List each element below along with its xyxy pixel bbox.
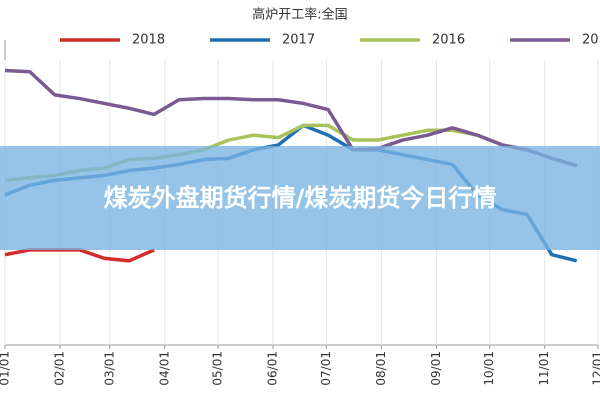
x-tick-label: 04/01 xyxy=(157,351,171,386)
banner: 煤炭外盘期货行情/煤炭期货今日行情 xyxy=(0,146,600,250)
x-tick-label: 06/01 xyxy=(266,351,280,386)
x-tick-label: 07/01 xyxy=(319,351,333,386)
x-tick-label: 05/01 xyxy=(211,351,225,386)
series-line xyxy=(5,250,154,261)
chart-title: 高炉开工率:全国 xyxy=(252,7,347,23)
legend-label: 2016 xyxy=(432,33,465,48)
x-tick-label: 09/01 xyxy=(429,351,443,386)
x-tick-label: 03/01 xyxy=(102,351,116,386)
x-tick-label: 11/01 xyxy=(537,351,551,386)
legend-label: 2017 xyxy=(282,33,315,48)
x-tick-label: 02/01 xyxy=(53,351,67,386)
legend-label: 20 xyxy=(582,33,599,48)
x-tick-label: 10/01 xyxy=(482,351,496,386)
banner-text: 煤炭外盘期货行情/煤炭期货今日行情 xyxy=(50,181,550,215)
x-tick-label: 08/01 xyxy=(374,351,388,386)
legend-label: 2018 xyxy=(132,33,165,48)
x-tick-label: 12/01 xyxy=(591,351,600,386)
x-tick-label: 01/01 xyxy=(0,351,12,386)
